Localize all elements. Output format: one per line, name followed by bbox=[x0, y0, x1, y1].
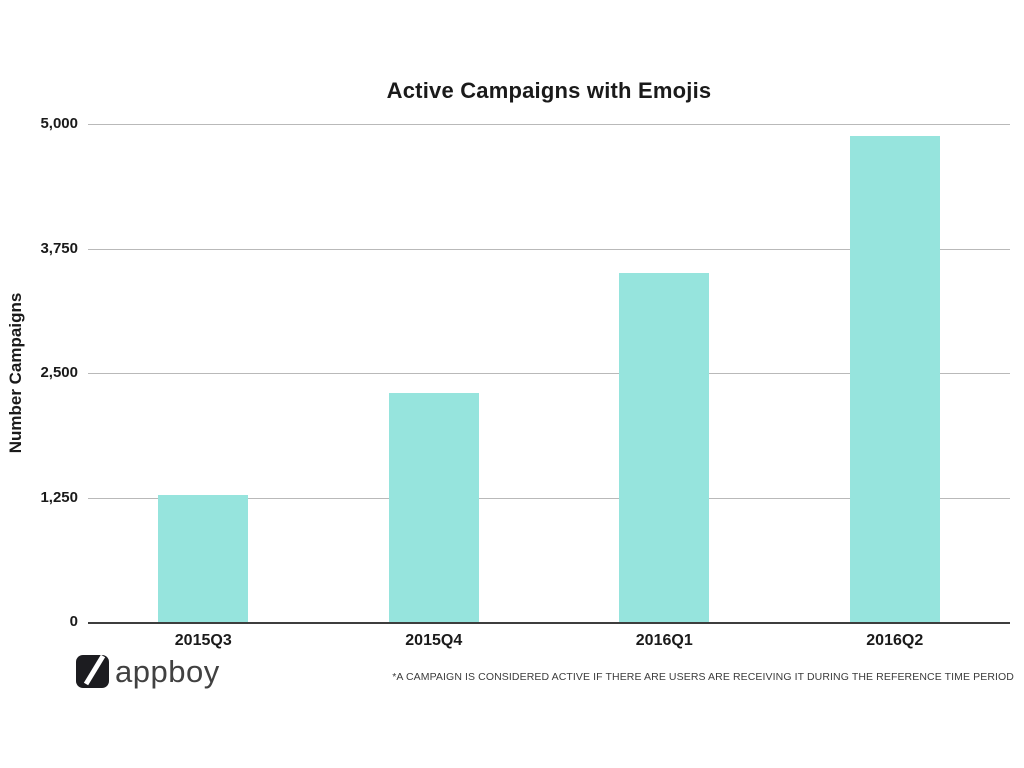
bar-2016Q1 bbox=[619, 273, 710, 622]
x-axis-tick-labels: 2015Q3 2015Q4 2016Q1 2016Q2 bbox=[88, 632, 1010, 650]
bar-2015Q3 bbox=[158, 494, 249, 622]
x-axis-line bbox=[88, 622, 1010, 624]
bar-series bbox=[88, 124, 1010, 622]
gridline-3,750 bbox=[88, 248, 1010, 250]
y-tick-3,750: 3,750 bbox=[40, 239, 78, 257]
plot-area bbox=[88, 124, 1010, 624]
bar-2015Q4 bbox=[388, 392, 479, 622]
gridline-2,500 bbox=[88, 373, 1010, 374]
x-tick-2015Q3: 2015Q3 bbox=[174, 632, 232, 649]
y-tick-2,500: 2,500 bbox=[40, 364, 78, 381]
gridline-1,250 bbox=[88, 497, 1010, 499]
y-axis-tick-labels: 0 1,250 2,500 3,750 5,000 bbox=[0, 115, 78, 630]
y-tick-0: 0 bbox=[69, 613, 78, 630]
appboy-logo-icon bbox=[76, 654, 109, 688]
bar-2016Q2 bbox=[849, 135, 940, 622]
gridline-5,000 bbox=[88, 124, 1010, 125]
y-tick-1,250: 1,250 bbox=[40, 488, 78, 506]
footnote: *A CAMPAIGN IS CONSIDERED ACTIVE IF THER… bbox=[392, 671, 1014, 683]
appboy-logo-text: appboy bbox=[115, 654, 220, 689]
y-tick-5,000: 5,000 bbox=[40, 115, 78, 132]
appboy-logo: appboy bbox=[76, 654, 220, 689]
x-tick-2015Q4: 2015Q4 bbox=[405, 632, 463, 649]
x-tick-2016Q2: 2016Q2 bbox=[866, 632, 924, 649]
chart-title: Active Campaigns with Emojis bbox=[386, 78, 712, 103]
x-tick-2016Q1: 2016Q1 bbox=[635, 632, 693, 649]
